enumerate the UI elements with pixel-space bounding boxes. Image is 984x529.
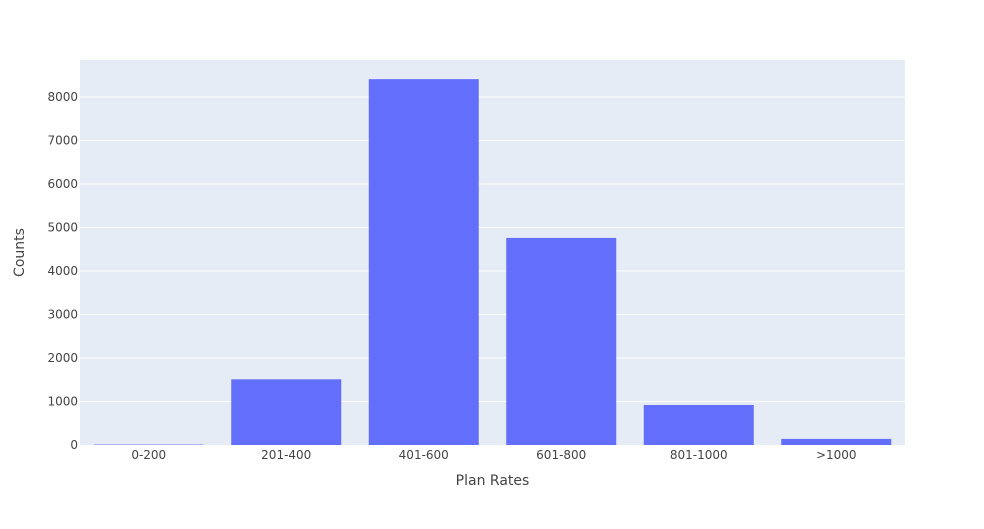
x-tick-label: 201-400 — [261, 448, 311, 462]
y-tick-label: 0 — [70, 438, 78, 452]
y-tick-label: 2000 — [47, 351, 78, 365]
bar[interactable] — [231, 379, 341, 445]
y-tick-label: 3000 — [47, 307, 78, 321]
x-tick-label: >1000 — [816, 448, 857, 462]
plot-area-background — [80, 60, 905, 445]
y-tick-label: 6000 — [47, 177, 78, 191]
x-tick-label: 0-200 — [131, 448, 166, 462]
bar[interactable] — [369, 79, 479, 445]
x-axis-title: Plan Rates — [456, 473, 530, 489]
bar[interactable] — [644, 405, 754, 445]
y-tick-label: 5000 — [47, 220, 78, 234]
x-tick-label: 801-1000 — [670, 448, 728, 462]
y-axis-title: Counts — [12, 228, 28, 277]
y-tick-label: 8000 — [47, 90, 78, 104]
y-tick-label: 4000 — [47, 264, 78, 278]
y-tick-labels: 0 1000 2000 3000 4000 5000 6000 7000 8000 — [47, 90, 78, 452]
x-tick-label: 601-800 — [536, 448, 586, 462]
bar[interactable] — [781, 439, 891, 445]
x-tick-label: 401-600 — [399, 448, 449, 462]
bar[interactable] — [506, 238, 616, 445]
y-tick-label: 1000 — [47, 394, 78, 408]
y-tick-label: 7000 — [47, 133, 78, 147]
x-tick-labels: 0-200 201-400 401-600 601-800 801-1000 >1000 — [131, 448, 856, 462]
